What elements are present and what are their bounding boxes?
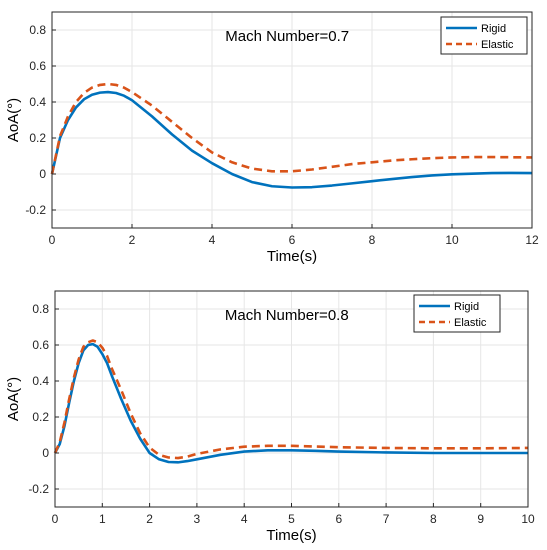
x-tick-label: 5 — [288, 512, 295, 526]
x-tick-label: 4 — [209, 233, 216, 247]
x-tick-label: 6 — [335, 512, 342, 526]
x-tick-label: 3 — [194, 512, 201, 526]
series-line-elastic — [53, 339, 529, 460]
mach-number-annotation: Mach Number=0.8 — [225, 307, 349, 324]
legend-label-rigid: Rigid — [454, 301, 479, 313]
x-tick-label: 7 — [383, 512, 390, 526]
series-line-rigid — [50, 90, 533, 189]
y-tick-label: 0.2 — [29, 131, 46, 145]
y-tick-label: 0.8 — [29, 23, 46, 37]
legend-box — [413, 294, 501, 333]
y-tick-label: 0.6 — [29, 59, 46, 73]
y-tick-label: 0.6 — [32, 338, 49, 352]
y-tick-label: 0.8 — [32, 302, 49, 316]
legend-box — [440, 16, 528, 55]
y-tick-label: 0.4 — [32, 374, 49, 388]
mach-number-annotation: Mach Number=0.7 — [225, 28, 349, 45]
y-tick-label: 0 — [42, 446, 49, 460]
x-tick-label: 1 — [99, 512, 106, 526]
x-tick-label: 10 — [521, 512, 535, 526]
x-tick-label: 8 — [369, 233, 376, 247]
x-tick-label: 0 — [52, 512, 59, 526]
y-axis-label: AoA(°) — [5, 98, 22, 142]
x-tick-label: 6 — [289, 233, 296, 247]
y-tick-label: 0.4 — [29, 95, 46, 109]
y-tick-label: -0.2 — [25, 203, 46, 217]
legend-label-elastic: Elastic — [481, 39, 514, 51]
x-tick-label: 9 — [477, 512, 484, 526]
y-axis-label: AoA(°) — [5, 377, 22, 421]
x-tick-label: 0 — [49, 233, 56, 247]
x-tick-label: 2 — [146, 512, 153, 526]
y-tick-label: -0.2 — [28, 482, 49, 496]
x-axis-label: Time(s) — [266, 527, 316, 544]
x-axis-label: Time(s) — [267, 248, 317, 265]
legend: Rigid Elastic — [413, 294, 501, 333]
x-tick-label: 10 — [445, 233, 459, 247]
x-tick-label: 2 — [129, 233, 136, 247]
y-tick-label: 0 — [39, 167, 46, 181]
x-tick-label: 8 — [430, 512, 437, 526]
chart-2: 0 1 2 3 4 5 6 7 8 9 10 -0.2 0 0.2 0.4 0.6 0.8 Time(s) AoA(… — [5, 290, 535, 544]
x-tick-label: 4 — [241, 512, 248, 526]
legend: Rigid Elastic — [440, 16, 528, 55]
x-tick-label: 12 — [525, 233, 539, 247]
series-line-elastic — [50, 82, 533, 175]
legend-label-rigid: Rigid — [481, 23, 506, 35]
y-tick-label: 0.2 — [32, 410, 49, 424]
legend-label-elastic: Elastic — [454, 317, 487, 329]
chart-1: 0 2 4 6 8 10 12 -0.2 0 0.2 0.4 0.6 0.8 Time(s) AoA(°) M… — [5, 11, 539, 265]
